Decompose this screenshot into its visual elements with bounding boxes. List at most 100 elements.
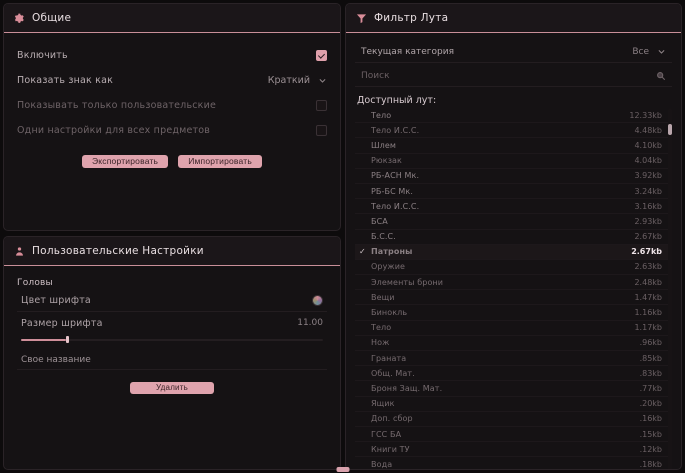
loot-item-size: 4.48kb xyxy=(634,125,662,135)
loot-list-item[interactable]: Бинокль 1.16kb xyxy=(355,305,672,321)
row-same-settings-all[interactable]: Одни настройки для всех предметов xyxy=(13,118,331,143)
user-settings-button-row: Удалить xyxy=(13,382,331,394)
loot-list-item[interactable]: Б.С.С. 2.67kb xyxy=(355,230,672,245)
loot-list-item[interactable]: Рюкзак 4.04kb xyxy=(355,154,672,169)
loot-filter-panel-body: Текущая категория Все Поиск xyxy=(346,33,681,469)
row-font-size-label: Размер шрифта xyxy=(21,317,103,329)
user-settings-section-label: Головы xyxy=(17,278,53,288)
loot-list: Тело 12.33kb Тело И.С.С. 4.48kb Шлем 4.10kb Рю… xyxy=(355,108,672,469)
loot-item-name: Граната xyxy=(371,353,407,363)
user-settings-panel: Пользовательские Настройки Головы Цвет ш… xyxy=(3,236,341,470)
import-button[interactable]: Импортировать xyxy=(178,155,263,168)
available-loot-label: Доступный лут: xyxy=(357,95,437,106)
loot-item-name: Доп. сбор xyxy=(371,414,413,424)
delete-button[interactable]: Удалить xyxy=(130,382,214,394)
loot-filter-panel-header: Фильтр Лута xyxy=(346,4,681,33)
loot-item-name: Ящик xyxy=(371,399,395,409)
loot-list-scrollbar[interactable] xyxy=(668,108,672,469)
row-font-size[interactable]: Размер шрифта 11.00 xyxy=(17,312,327,334)
loot-item-name: Элементы брони xyxy=(371,277,444,287)
loot-list-item[interactable]: РБ-БС Мк. 3.24kb xyxy=(355,184,672,200)
loot-list-item[interactable]: Нож .96kb xyxy=(355,336,672,351)
loot-item-name: Книги ТУ xyxy=(371,444,410,454)
font-size-slider[interactable] xyxy=(21,335,323,344)
loot-item-name: Общ. Мат. xyxy=(371,368,415,378)
loot-list-item[interactable]: Тело И.С.С. 3.16kb xyxy=(355,199,672,215)
loot-list-item[interactable]: Тело 12.33kb xyxy=(355,108,672,124)
loot-list-item[interactable]: Общ. Мат. .83kb xyxy=(355,366,672,382)
loot-list-item[interactable]: Шлем 4.10kb xyxy=(355,138,672,154)
loot-list-item[interactable]: Вещи 1.47kb xyxy=(355,290,672,306)
chevron-down-icon xyxy=(318,76,327,85)
search-placeholder: Поиск xyxy=(361,71,390,81)
font-size-slider-thumb[interactable] xyxy=(66,336,70,343)
same-settings-all-checkbox[interactable] xyxy=(316,125,327,136)
loot-item-size: 2.48kb xyxy=(634,277,662,287)
row-sign-display-label: Показать знак как xyxy=(17,75,114,86)
loot-list-item[interactable]: Элементы брони 2.48kb xyxy=(355,275,672,291)
loot-list-scroll-area[interactable]: Тело 12.33kb Тело И.С.С. 4.48kb Шлем 4.10kb Рю… xyxy=(355,108,672,469)
font-size-slider-fill xyxy=(21,338,67,341)
loot-list-item[interactable]: Тело 1.17kb xyxy=(355,321,672,336)
left-column: Общие Включить Показать знак как Краткий xyxy=(0,0,341,473)
current-category-label: Текущая категория xyxy=(361,46,455,57)
loot-list-item[interactable]: Ящик .20kb xyxy=(355,397,672,412)
loot-list-item[interactable]: Тело И.С.С. 4.48kb xyxy=(355,123,672,139)
font-size-slider-track[interactable] xyxy=(21,336,323,343)
user-settings-panel-body: Головы Цвет шрифта Размер шрифта 11.00 xyxy=(4,266,340,469)
loot-item-size: 2.67kb xyxy=(634,232,662,242)
current-category-value: Все xyxy=(632,46,649,57)
loot-list-item[interactable]: ✓ Патроны 2.67kb xyxy=(355,244,672,260)
sign-display-dropdown[interactable]: Краткий xyxy=(268,75,327,86)
loot-item-size: 1.17kb xyxy=(634,323,662,333)
loot-list-item[interactable]: РБ-АСН Мк. 3.92kb xyxy=(355,169,672,184)
right-column: Фильтр Лута Текущая категория Все xyxy=(345,0,685,473)
loot-item-size: 4.10kb xyxy=(634,140,662,150)
check-icon: ✓ xyxy=(359,247,366,257)
user-settings-panel-header: Пользовательские Настройки xyxy=(4,237,340,266)
loot-item-size: .85kb xyxy=(639,353,662,363)
loot-list-item[interactable]: Вода .18kb xyxy=(355,457,672,469)
loot-item-name: Нож xyxy=(371,338,390,348)
current-category-row[interactable]: Текущая категория Все xyxy=(355,41,672,63)
loot-list-item[interactable]: Книги ТУ .12kb xyxy=(355,442,672,458)
loot-item-size: .20kb xyxy=(639,399,662,409)
loot-item-name: БСА xyxy=(371,216,388,226)
loot-item-size: .16kb xyxy=(639,414,662,424)
loot-list-item[interactable]: БСА 2.93kb xyxy=(355,214,672,230)
loot-list-item[interactable]: Доп. сбор .16kb xyxy=(355,412,672,427)
loot-list-scrollbar-thumb[interactable] xyxy=(668,124,672,135)
loot-item-size: .15kb xyxy=(639,429,662,439)
loot-list-item[interactable]: Граната .85kb xyxy=(355,351,672,367)
enable-checkbox[interactable] xyxy=(316,50,327,61)
row-font-color-label: Цвет шрифта xyxy=(21,295,91,306)
export-button[interactable]: Экспортировать xyxy=(81,155,169,168)
loot-item-size: 2.93kb xyxy=(634,216,662,226)
row-font-color[interactable]: Цвет шрифта xyxy=(17,290,327,312)
row-show-custom-only[interactable]: Показывать только пользовательские xyxy=(13,93,331,118)
loot-list-item[interactable]: Оружие 2.63kb xyxy=(355,260,672,276)
search-input[interactable]: Поиск xyxy=(355,66,672,87)
loot-item-name: Шлем xyxy=(371,140,397,150)
row-enable[interactable]: Включить xyxy=(13,43,331,68)
loot-item-name: Вещи xyxy=(371,292,395,302)
custom-name-label: Свое название xyxy=(21,354,91,365)
search-icon[interactable] xyxy=(656,71,666,81)
row-sign-display[interactable]: Показать знак как Краткий xyxy=(13,68,331,93)
user-settings-panel-title: Пользовательские Настройки xyxy=(32,245,204,257)
loot-list-item[interactable]: Броня Защ. Мат. .77kb xyxy=(355,381,672,397)
general-panel-title: Общие xyxy=(32,12,72,24)
loot-item-size: 4.04kb xyxy=(634,156,662,166)
row-show-custom-only-label: Показывать только пользовательские xyxy=(17,100,217,111)
show-custom-only-checkbox[interactable] xyxy=(316,100,327,111)
current-category-dropdown[interactable]: Все xyxy=(632,47,666,57)
window-resize-grip[interactable] xyxy=(336,467,349,472)
font-color-swatch-icon[interactable] xyxy=(312,295,323,306)
loot-item-size: 2.63kb xyxy=(634,262,662,272)
custom-name-field[interactable]: Свое название xyxy=(17,350,327,370)
row-enable-label: Включить xyxy=(17,50,68,61)
loot-item-size: .18kb xyxy=(639,459,662,469)
loot-item-size: .12kb xyxy=(639,444,662,454)
loot-list-item[interactable]: ГСС БА .15kb xyxy=(355,427,672,443)
loot-item-size: 3.24kb xyxy=(634,186,662,196)
